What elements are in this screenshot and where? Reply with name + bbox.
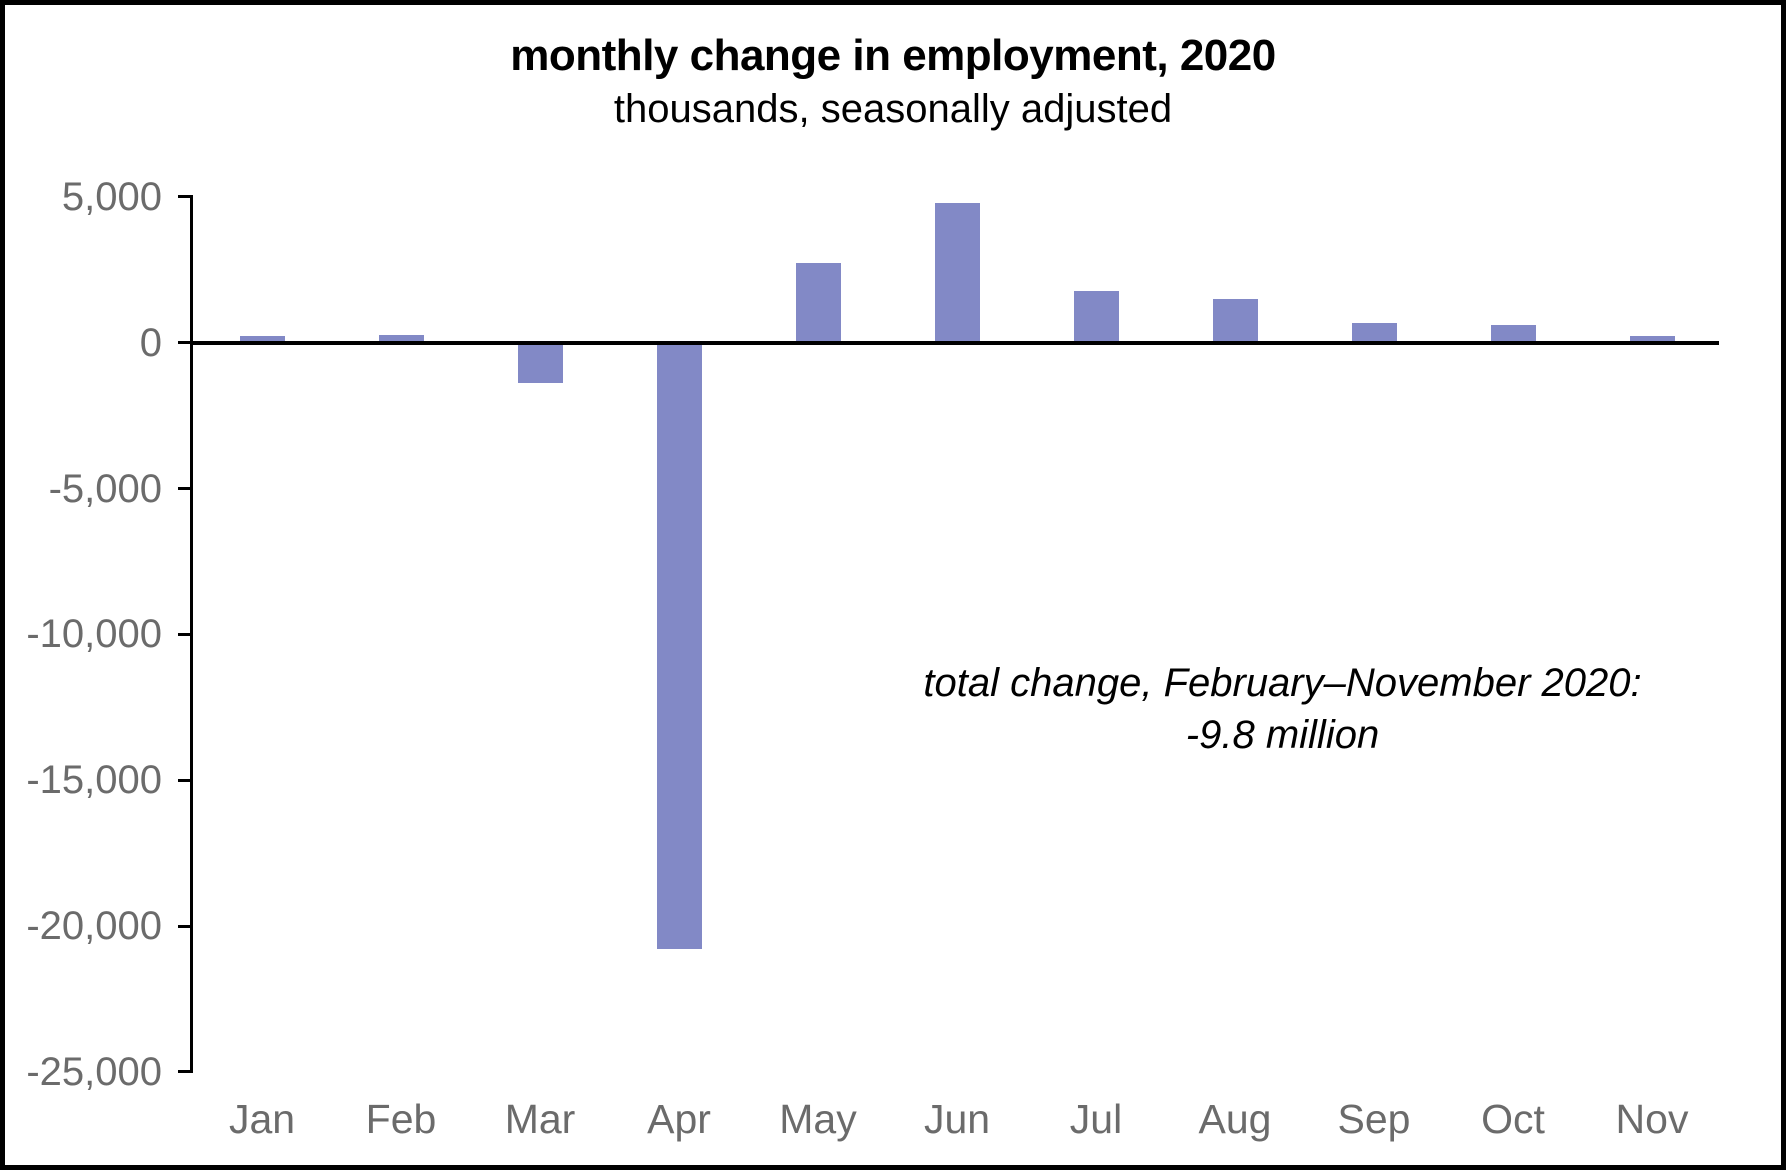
x-tick-label-feb: Feb: [365, 1096, 437, 1142]
y-axis-line: [190, 195, 193, 1074]
bar-jan: [239, 336, 285, 343]
y-tick: [178, 924, 190, 928]
x-tick-label-aug: Aug: [1198, 1096, 1272, 1142]
bar-oct: [1490, 324, 1536, 343]
bar-may: [795, 263, 841, 343]
x-tick-label-oct: Oct: [1481, 1096, 1545, 1142]
annotation-line-1: total change, February–November 2020:: [923, 661, 1642, 705]
bar-aug: [1212, 299, 1258, 343]
bar-sep: [1351, 323, 1397, 343]
bar-jul: [1073, 291, 1119, 343]
zero-baseline: [190, 340, 1719, 345]
bar-jun: [934, 203, 980, 343]
y-tick-label: 5,000: [61, 174, 162, 219]
x-tick-label-jun: Jun: [923, 1096, 991, 1142]
y-tick-label: -10,000: [26, 612, 162, 657]
x-tick-label-nov: Nov: [1615, 1096, 1689, 1142]
bar-feb: [378, 335, 424, 343]
y-tick-label: -5,000: [48, 466, 162, 511]
bar-nov: [1629, 335, 1675, 343]
annotation-line-2: -9.8 million: [1185, 713, 1380, 757]
chart-subtitle: thousands, seasonally adjusted: [613, 87, 1173, 131]
y-tick-label: -25,000: [26, 1049, 162, 1094]
y-tick-label: -20,000: [26, 904, 162, 949]
x-tick-label-sep: Sep: [1337, 1096, 1411, 1142]
y-tick: [178, 778, 190, 782]
bar-apr: [656, 342, 702, 950]
bar-mar: [517, 342, 563, 383]
y-tick: [178, 632, 190, 636]
total-change-annotation: total change, February–November 2020: -9…: [825, 657, 1740, 761]
y-tick: [178, 195, 190, 199]
y-tick: [178, 341, 190, 345]
x-tick-label-jul: Jul: [1069, 1096, 1123, 1142]
x-tick-label-mar: Mar: [504, 1096, 576, 1142]
x-tick-label-apr: Apr: [647, 1096, 711, 1142]
y-tick: [178, 1070, 190, 1074]
y-tick-label: -15,000: [26, 758, 162, 803]
chart-title: monthly change in employment, 2020: [510, 31, 1276, 80]
y-tick: [178, 487, 190, 491]
x-tick-label-may: May: [779, 1096, 857, 1142]
x-tick-label-jan: Jan: [228, 1096, 296, 1142]
y-tick-label: 0: [139, 320, 162, 365]
